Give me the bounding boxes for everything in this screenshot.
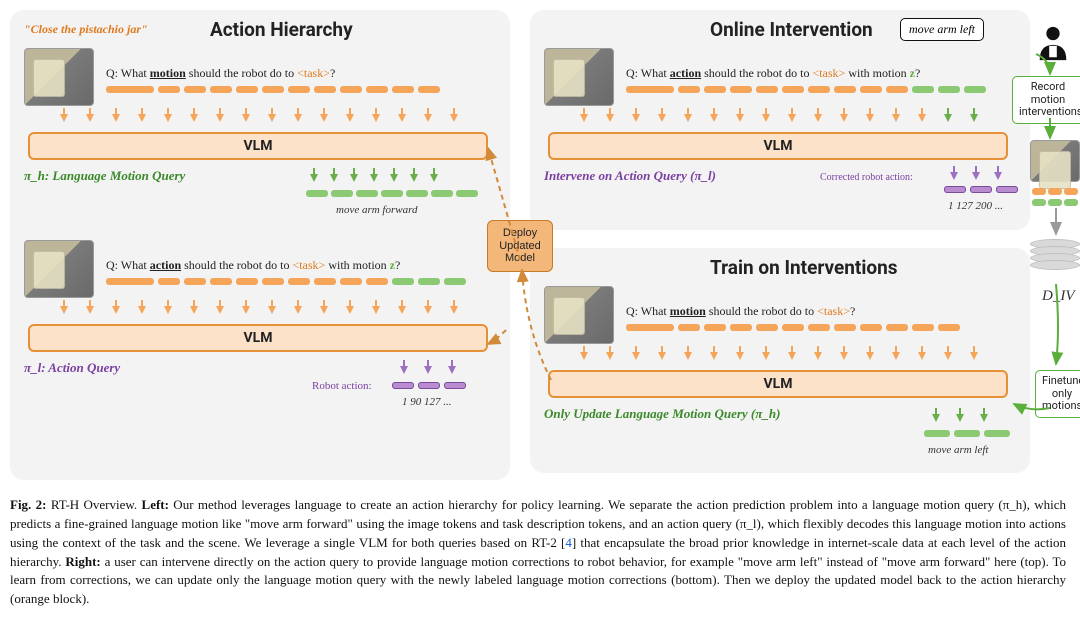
arrow-row — [60, 306, 458, 314]
figure-caption: Fig. 2: RT-H Overview. Left: Our method … — [10, 496, 1066, 609]
thumb-image — [24, 240, 94, 298]
policy-update-label: Only Update Language Motion Query (π_h) — [544, 406, 780, 422]
thumb-image — [544, 48, 614, 106]
token-sample-g — [1032, 199, 1078, 206]
diagram: Action Hierarchy "Close the pistachio ja… — [10, 10, 1070, 480]
thumb-image — [544, 286, 614, 344]
panel-train-interventions: Train on Interventions Q: What motion sh… — [530, 248, 1030, 473]
token-row-purple — [392, 382, 466, 389]
person-icon — [1034, 24, 1072, 62]
panel-online-intervention: Online Intervention move arm left Q: Wha… — [530, 10, 1030, 230]
thumb-sample — [1030, 140, 1080, 182]
note-finetune: Finetune only motions — [1035, 370, 1080, 418]
action-output-values: 1 90 127 ... — [402, 396, 452, 408]
deploy-box: Deploy Updated Model — [487, 220, 553, 272]
motion-output: move arm left — [928, 444, 988, 456]
token-row — [106, 86, 440, 93]
panel-title: Train on Interventions — [710, 256, 897, 279]
policy-label-action: π_l: Action Query — [24, 360, 120, 376]
arrow-row — [580, 114, 978, 122]
corrected-values: 1 127 200 ... — [948, 200, 1003, 212]
policy-label-motion: π_h: Language Motion Query — [24, 168, 185, 184]
token-sample-o — [1032, 188, 1078, 195]
note-record: Record motion interventions — [1012, 76, 1080, 124]
token-row-green — [306, 190, 478, 197]
motion-query-text: Q: What motion should the robot do to <t… — [106, 66, 335, 81]
dataset-label: D_IV — [1042, 288, 1075, 305]
token-row — [626, 86, 986, 93]
panel-title: Online Intervention — [710, 18, 873, 41]
arrow-row-out — [950, 172, 1002, 180]
arrow-row-out — [932, 414, 988, 422]
vlm-block: VLM — [28, 324, 488, 352]
arrow-row — [580, 352, 978, 360]
arrow-row — [60, 114, 458, 122]
token-row-purple — [944, 186, 1018, 193]
corrected-action-label: Corrected robot action: — [820, 172, 913, 183]
database-icon — [1030, 242, 1080, 270]
thumb-image — [24, 48, 94, 106]
token-row-green — [924, 430, 1010, 437]
motion-output: move arm forward — [336, 204, 417, 216]
panel-action-hierarchy: Action Hierarchy "Close the pistachio ja… — [10, 10, 510, 480]
action-output-label: Robot action: — [312, 380, 372, 392]
vlm-block: VLM — [548, 132, 1008, 160]
motion-query-text: Q: What motion should the robot do to <t… — [626, 304, 855, 319]
vlm-block: VLM — [548, 370, 1008, 398]
task-instruction: "Close the pistachio jar" — [24, 22, 148, 37]
action-query-text: Q: What action should the robot do to <t… — [106, 258, 400, 273]
action-query-text: Q: What action should the robot do to <t… — [626, 66, 920, 81]
connector-to-db — [1048, 208, 1068, 242]
policy-intervene-label: Intervene on Action Query (π_l) — [544, 168, 716, 184]
vlm-block: VLM — [28, 132, 488, 160]
speech-bubble: move arm left — [900, 18, 984, 41]
token-row — [626, 324, 960, 331]
token-row — [106, 278, 466, 285]
arrow-row-out — [400, 366, 456, 374]
panel-title: Action Hierarchy — [210, 18, 353, 41]
arrow-row-out — [310, 174, 438, 182]
